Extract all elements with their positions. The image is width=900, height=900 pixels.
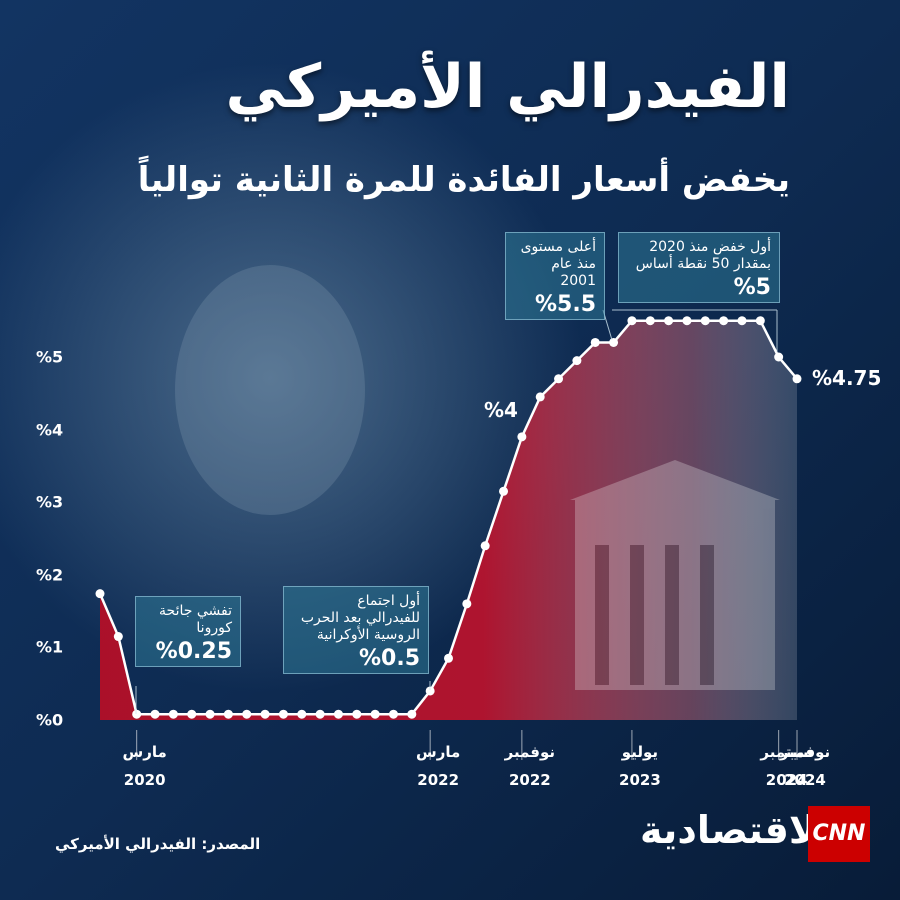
point: [480, 541, 490, 551]
source: المصدر: الفيدرالي الأميركي: [55, 835, 261, 853]
annotation-value: %5: [733, 275, 771, 300]
point: [774, 352, 784, 362]
annotation: تفشي جائحة كورونا %0.25: [135, 596, 241, 667]
point: [223, 709, 233, 719]
point: [682, 316, 692, 326]
point: [260, 709, 270, 719]
x-tick-label: سبتمبر 2024: [760, 743, 813, 789]
point: [609, 337, 619, 347]
y-tick-label: %2: [36, 565, 64, 585]
portrait: [175, 265, 365, 515]
point: [370, 709, 380, 719]
annotation-line: بمقدار 50 نقطة أساس: [635, 256, 771, 272]
y-tick-label: %3: [36, 492, 64, 512]
subtitle: يخفض أسعار الفائدة للمرة الثانية توالياً: [137, 160, 790, 200]
annotation-line: للفيدرالي بعد الحرب: [300, 610, 420, 626]
point: [168, 709, 178, 719]
point: [517, 432, 527, 442]
point: [554, 374, 564, 384]
point: [664, 316, 674, 326]
point: [719, 316, 729, 326]
point: [132, 709, 142, 719]
building: [570, 460, 780, 690]
point: [462, 599, 472, 609]
y-tick-label: %1: [36, 637, 64, 657]
x-tick-label: مارس 2020: [122, 743, 167, 789]
point: [352, 709, 362, 719]
annotation-value: %0.25: [155, 639, 232, 664]
logo: CNN: [808, 806, 870, 862]
x-tick-label: يوليو 2023: [619, 743, 661, 789]
x-tick-label: نوفمبر 2022: [504, 743, 556, 789]
point: [645, 316, 655, 326]
point: [444, 653, 453, 663]
annotation: أول خفض منذ 2020 بمقدار 50 نقطة أساس %5: [618, 232, 780, 303]
y-tick-label: %0: [36, 710, 64, 730]
annotation-line: تفشي جائحة: [159, 603, 232, 619]
point: [590, 337, 600, 347]
point: [278, 709, 288, 719]
point: [388, 709, 398, 719]
point: [315, 709, 325, 719]
point: [95, 589, 105, 599]
brand: الاقتصادية: [640, 808, 831, 852]
annotation-line: الروسية الأوكرانية: [316, 627, 420, 643]
plot: [95, 316, 802, 760]
point: [333, 709, 343, 719]
annotation-line: أعلى مستوى: [520, 239, 596, 255]
x-tick-label: مارس 2022: [416, 743, 461, 789]
point: [425, 686, 435, 696]
annotation-line: منذ عام 2001: [551, 256, 596, 289]
y-tick-label: %5: [36, 347, 64, 367]
point: [499, 486, 509, 496]
annotation: أعلى مستوى منذ عام 2001 %5.5: [505, 232, 605, 320]
point: [737, 316, 747, 326]
point: [755, 316, 765, 326]
annotation-value: %0.5: [358, 646, 420, 671]
y-tick-label: %4: [36, 420, 64, 440]
point: [700, 316, 710, 326]
point: [792, 374, 802, 384]
point: [150, 709, 160, 719]
annotation-line: أول اجتماع: [357, 593, 420, 609]
point: [407, 709, 417, 719]
point: [572, 356, 582, 366]
area: [100, 320, 797, 720]
annotation-line: كورونا: [196, 620, 232, 636]
title: الفيدرالي الأميركي: [225, 52, 790, 122]
annotation: أول اجتماع للفيدرالي بعد الحرب الروسية الأ…: [283, 586, 429, 674]
annotation-value: %5.5: [534, 292, 596, 317]
x-tick-label: نوفمبر 2024: [779, 743, 831, 789]
annotation-line: أول خفض منذ 2020: [649, 239, 771, 255]
point-label: %4.75: [812, 366, 882, 390]
point: [113, 632, 123, 642]
point: [205, 709, 215, 719]
point: [535, 392, 545, 402]
point: [187, 709, 197, 719]
point: [627, 316, 637, 326]
point-label: %4: [484, 398, 518, 422]
point: [242, 709, 252, 719]
point: [297, 709, 307, 719]
